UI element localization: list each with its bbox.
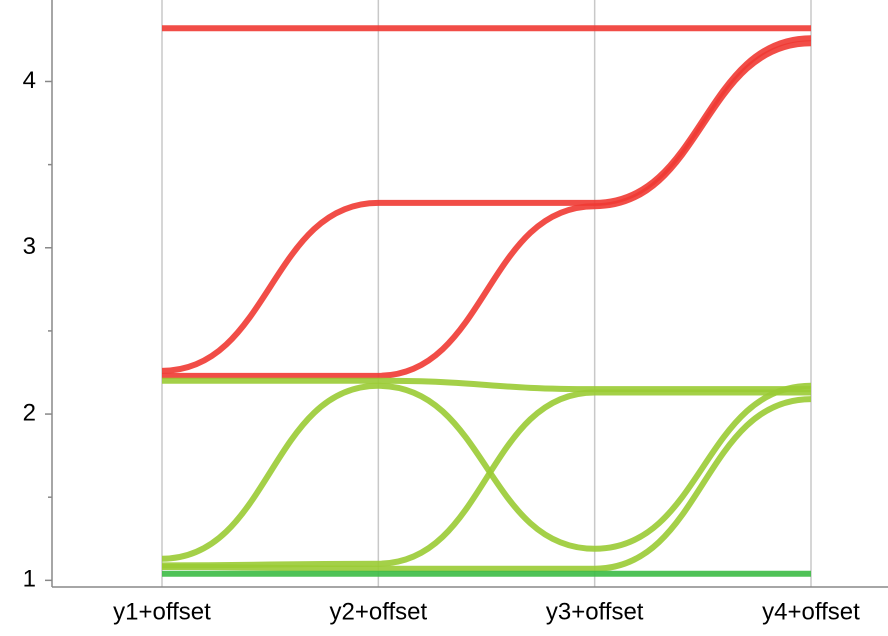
series-line (162, 377, 811, 393)
y-tick-label: 2 (23, 399, 36, 426)
y-tick-label: 1 (23, 566, 36, 593)
x-tick-label: y2+offset (330, 598, 428, 625)
series-line (161, 382, 812, 562)
y-tick-label: 4 (23, 67, 36, 94)
x-tick-label: y3+offset (546, 598, 644, 625)
x-tick-label: y4+offset (762, 598, 860, 625)
series-line (161, 35, 812, 374)
x-tick-label: y1+offset (113, 598, 211, 625)
series-line (161, 396, 812, 572)
series-line (162, 40, 812, 379)
series-line (161, 389, 811, 569)
y-tick-label: 3 (23, 233, 36, 260)
